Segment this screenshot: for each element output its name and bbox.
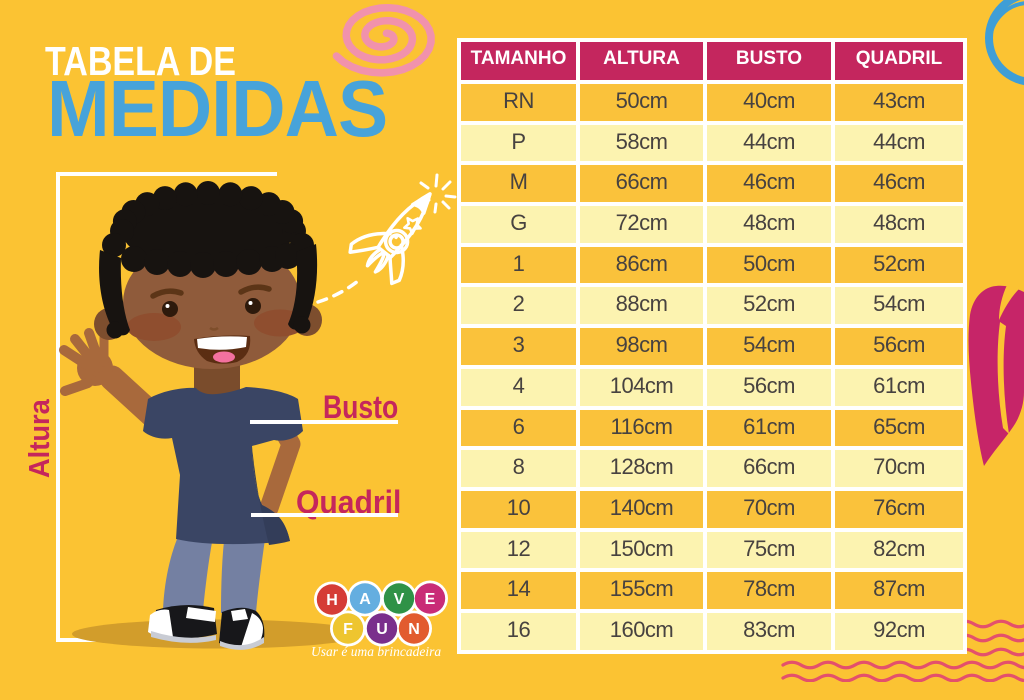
svg-text:U: U <box>376 621 388 638</box>
svg-text:F: F <box>343 621 353 638</box>
svg-text:N: N <box>408 621 420 638</box>
svg-text:E: E <box>425 591 436 608</box>
svg-text:H: H <box>326 592 338 609</box>
svg-text:V: V <box>394 591 405 608</box>
svg-text:A: A <box>359 591 371 608</box>
